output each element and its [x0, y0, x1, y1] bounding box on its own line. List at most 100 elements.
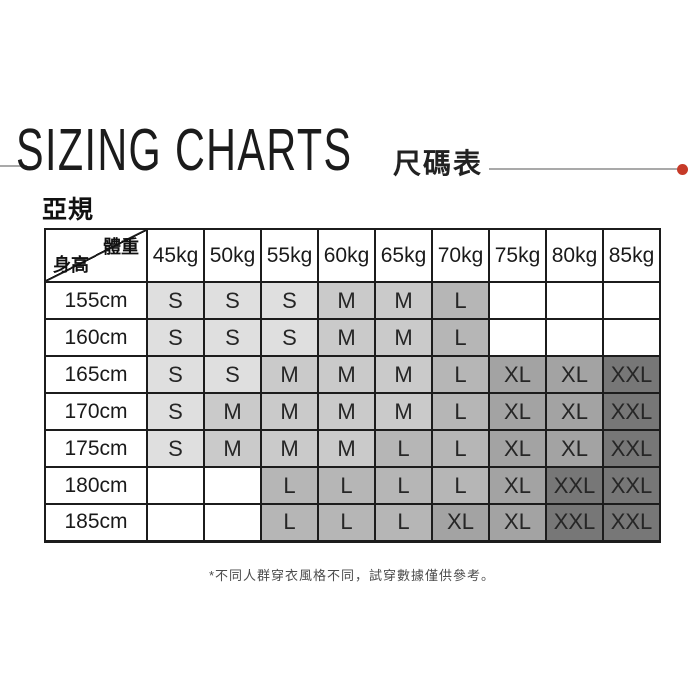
- weight-header: 55kg: [260, 228, 319, 283]
- size-cell: S: [146, 392, 205, 431]
- size-cell: XXL: [545, 466, 604, 505]
- size-cell: L: [431, 318, 490, 357]
- header-row: 體重 身高 45kg 50kg 55kg 60kg 65kg 70kg 75kg 80kg 85…: [44, 228, 661, 283]
- size-cell: L: [260, 466, 319, 505]
- weight-header: 50kg: [203, 228, 262, 283]
- size-cell: S: [260, 318, 319, 357]
- weight-header: 80kg: [545, 228, 604, 283]
- size-cell: M: [317, 281, 376, 320]
- size-cell: S: [146, 281, 205, 320]
- size-cell: S: [203, 318, 262, 357]
- size-cell: L: [317, 466, 376, 505]
- empty-size-cell: [602, 281, 661, 320]
- empty-size-cell: [545, 318, 604, 357]
- size-cell: L: [431, 281, 490, 320]
- size-cell: XL: [545, 392, 604, 431]
- height-cell: 180cm: [44, 466, 148, 505]
- size-cell: M: [374, 281, 433, 320]
- size-cell: L: [374, 503, 433, 542]
- size-cell: S: [146, 318, 205, 357]
- corner-height-label: 身高: [53, 255, 89, 275]
- size-cell: XL: [488, 355, 547, 394]
- size-cell: L: [431, 355, 490, 394]
- size-cell: M: [374, 355, 433, 394]
- size-cell: M: [317, 355, 376, 394]
- height-cell: 160cm: [44, 318, 148, 357]
- size-cell: XL: [545, 355, 604, 394]
- table-row: 185cm L L L XL XL XXL XXL: [44, 503, 661, 542]
- size-cell: L: [260, 503, 319, 542]
- table-row: 180cm L L L L XL XXL XXL: [44, 466, 661, 505]
- size-cell: XXL: [602, 466, 661, 505]
- size-cell: XL: [488, 466, 547, 505]
- table-row: 160cm S S S M M L: [44, 318, 661, 357]
- section-label-asian-sizing: 亞規: [42, 196, 95, 224]
- size-cell: L: [374, 466, 433, 505]
- weight-header: 70kg: [431, 228, 490, 283]
- size-cell: S: [203, 281, 262, 320]
- height-cell: 170cm: [44, 392, 148, 431]
- height-cell: 175cm: [44, 429, 148, 468]
- empty-size-cell: [488, 281, 547, 320]
- size-cell: XXL: [602, 429, 661, 468]
- size-cell: M: [317, 318, 376, 357]
- table-body: 155cm S S S M M L 160cm S S S M M L 165cm S S M M M L XL XL XXL…: [44, 281, 661, 542]
- size-cell: XXL: [545, 503, 604, 542]
- empty-size-cell: [488, 318, 547, 357]
- weight-header: 85kg: [602, 228, 661, 283]
- size-cell: S: [203, 355, 262, 394]
- size-cell: XL: [488, 392, 547, 431]
- empty-size-cell: [602, 318, 661, 357]
- size-cell: XXL: [602, 392, 661, 431]
- table-row: 155cm S S S M M L: [44, 281, 661, 320]
- weight-header: 75kg: [488, 228, 547, 283]
- size-cell: XXL: [602, 503, 661, 542]
- size-cell: M: [374, 318, 433, 357]
- size-cell: XXL: [602, 355, 661, 394]
- size-cell: M: [260, 355, 319, 394]
- size-cell: S: [260, 281, 319, 320]
- size-cell: L: [374, 429, 433, 468]
- size-cell: L: [431, 392, 490, 431]
- size-cell: M: [260, 429, 319, 468]
- size-cell: L: [431, 466, 490, 505]
- title-right-rule: [489, 168, 677, 170]
- page-title-zh: 尺碼表: [393, 148, 484, 179]
- corner-cell: 體重 身高: [44, 228, 148, 283]
- table-row: 170cm S M M M M L XL XL XXL: [44, 392, 661, 431]
- empty-size-cell: [545, 281, 604, 320]
- empty-size-cell: [203, 503, 262, 542]
- footnote: *不同人群穿衣風格不同，試穿數據僅供參考。: [208, 568, 496, 583]
- size-cell: M: [317, 429, 376, 468]
- empty-size-cell: [146, 466, 205, 505]
- size-cell: XL: [488, 503, 547, 542]
- size-cell: M: [203, 429, 262, 468]
- corner-weight-label: 體重: [103, 237, 139, 257]
- height-cell: 185cm: [44, 503, 148, 542]
- title-left-rule: [0, 165, 27, 167]
- sizing-table: 體重 身高 45kg 50kg 55kg 60kg 65kg 70kg 75kg 80kg 85…: [44, 228, 661, 543]
- accent-dot: [677, 164, 688, 175]
- size-cell: XL: [431, 503, 490, 542]
- size-cell: L: [317, 503, 376, 542]
- size-cell: L: [431, 429, 490, 468]
- height-cell: 155cm: [44, 281, 148, 320]
- table-row: 175cm S M M M L L XL XL XXL: [44, 429, 661, 468]
- empty-size-cell: [146, 503, 205, 542]
- size-cell: M: [260, 392, 319, 431]
- size-cell: S: [146, 429, 205, 468]
- weight-header: 65kg: [374, 228, 433, 283]
- size-cell: XL: [488, 429, 547, 468]
- weight-header: 60kg: [317, 228, 376, 283]
- size-cell: S: [146, 355, 205, 394]
- height-cell: 165cm: [44, 355, 148, 394]
- empty-size-cell: [203, 466, 262, 505]
- page-title-en: SIZING CHARTS: [16, 117, 353, 183]
- size-cell: M: [203, 392, 262, 431]
- size-cell: XL: [545, 429, 604, 468]
- weight-header: 45kg: [146, 228, 205, 283]
- size-cell: M: [374, 392, 433, 431]
- size-cell: M: [317, 392, 376, 431]
- table-row: 165cm S S M M M L XL XL XXL: [44, 355, 661, 394]
